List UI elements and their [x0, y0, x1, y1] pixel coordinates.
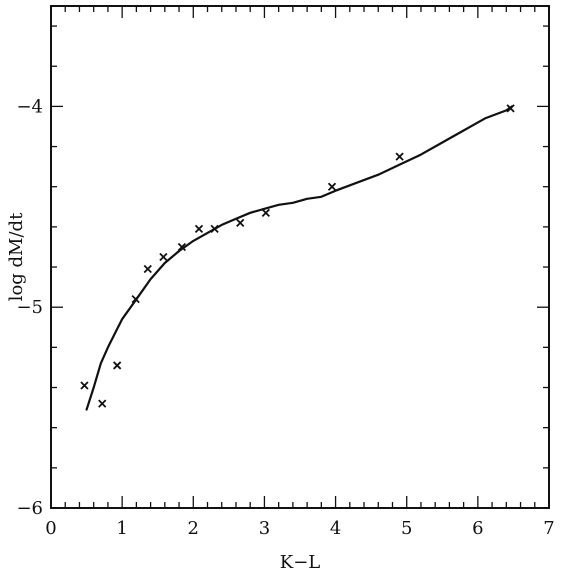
data-point-stroke	[506, 104, 515, 113]
data-point-stroke	[177, 242, 187, 252]
x-tick-label: 0	[45, 518, 56, 539]
plot-frame	[50, 5, 550, 509]
x-tick-label: 6	[472, 518, 483, 539]
data-point	[506, 104, 515, 113]
y-tick-label: −6	[16, 498, 43, 519]
x-tick-label: 5	[401, 518, 412, 539]
data-point-stroke	[80, 381, 89, 390]
data-point	[113, 361, 122, 370]
tick-labels: 0 1 2 3 4 5 6 7 −6 −5 −4	[16, 96, 554, 539]
data-point-stroke	[143, 264, 152, 274]
data-point	[80, 381, 89, 390]
data-point-stroke	[395, 152, 404, 161]
axis-ticks	[50, 6, 550, 509]
y-tick-label: −4	[16, 96, 43, 117]
data-point	[327, 182, 337, 191]
data-point	[236, 218, 245, 228]
data-markers	[80, 104, 515, 408]
x-tick-label: 2	[188, 518, 199, 539]
data-point-stroke	[210, 224, 219, 234]
fit-curve	[85, 105, 514, 411]
x-tick-label: 3	[259, 518, 270, 539]
data-point	[177, 242, 187, 252]
data-point-stroke	[113, 361, 122, 370]
data-point	[194, 224, 204, 234]
data-point	[261, 208, 270, 217]
data-point	[131, 295, 140, 304]
y-tick-label: −5	[16, 297, 43, 318]
data-point	[210, 224, 219, 234]
x-tick-label: 4	[330, 518, 341, 539]
data-point-stroke	[327, 182, 337, 191]
data-point-stroke	[236, 218, 245, 228]
data-point-stroke	[98, 399, 107, 408]
data-point	[395, 152, 404, 161]
data-point	[159, 252, 168, 262]
data-point	[98, 399, 107, 408]
data-point-stroke	[131, 295, 140, 304]
x-tick-label: 1	[116, 518, 127, 539]
data-point	[143, 264, 152, 274]
x-axis-title: K−L	[280, 552, 321, 573]
data-point-stroke	[194, 224, 204, 234]
x-tick-label: 7	[543, 518, 554, 539]
data-point-stroke	[159, 252, 168, 262]
data-point-stroke	[261, 208, 270, 217]
y-axis-title: log dM/dt	[6, 212, 27, 301]
